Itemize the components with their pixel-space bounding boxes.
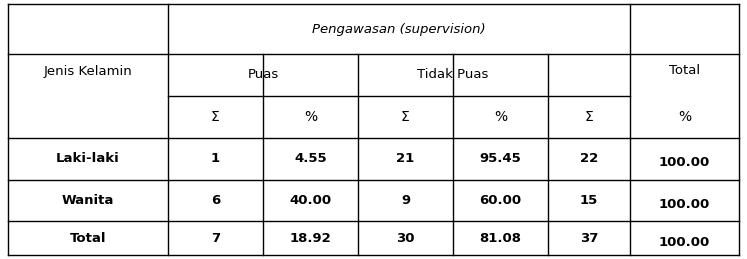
Text: 4.55: 4.55 (294, 153, 327, 166)
Text: %: % (304, 110, 317, 124)
Text: 21: 21 (397, 153, 415, 166)
Text: 22: 22 (580, 153, 598, 166)
Text: %: % (494, 110, 507, 124)
Text: 95.45: 95.45 (480, 153, 521, 166)
Text: %: % (678, 110, 691, 124)
Text: Puas: Puas (247, 68, 279, 82)
Text: 7: 7 (211, 232, 220, 244)
Text: 100.00: 100.00 (659, 156, 710, 169)
Text: Σ: Σ (401, 110, 410, 124)
Text: 100.00: 100.00 (659, 198, 710, 211)
Text: 81.08: 81.08 (480, 232, 521, 244)
Text: Pengawasan (supervision): Pengawasan (supervision) (312, 23, 486, 35)
Text: 15: 15 (580, 194, 598, 207)
Text: Tidak Puas: Tidak Puas (418, 68, 489, 82)
Text: Total: Total (69, 232, 106, 244)
Text: Laki-laki: Laki-laki (56, 153, 120, 166)
Text: 30: 30 (396, 232, 415, 244)
Text: Wanita: Wanita (62, 194, 114, 207)
Text: 18.92: 18.92 (290, 232, 332, 244)
Text: 1: 1 (211, 153, 220, 166)
Text: Σ: Σ (211, 110, 220, 124)
Text: 6: 6 (211, 194, 220, 207)
Text: Σ: Σ (585, 110, 593, 124)
Text: 37: 37 (580, 232, 598, 244)
Text: 100.00: 100.00 (659, 235, 710, 248)
Text: 40.00: 40.00 (289, 194, 332, 207)
Text: 9: 9 (401, 194, 410, 207)
Text: 60.00: 60.00 (480, 194, 521, 207)
Text: Jenis Kelamin: Jenis Kelamin (43, 64, 132, 77)
Text: Total: Total (669, 64, 700, 77)
